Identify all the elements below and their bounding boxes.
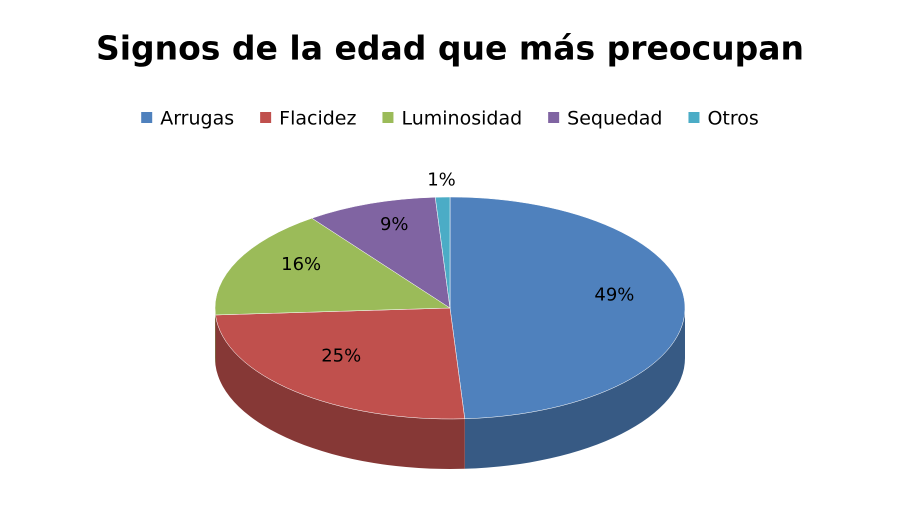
legend-label: Luminosidad [401, 108, 522, 130]
legend: Arrugas Flacidez Luminosidad Sequedad Otros [141, 108, 759, 130]
slice-side [215, 314, 465, 469]
value-label: 25% [321, 345, 361, 366]
slice [215, 307, 466, 420]
legend-swatch [141, 112, 153, 123]
legend-label: Otros [707, 108, 758, 130]
legend-item: Luminosidad [382, 108, 522, 130]
legend-item: Sequedad [548, 108, 662, 130]
slice [311, 196, 451, 309]
legend-item: Flacidez [260, 108, 356, 130]
legend-label: Flacidez [279, 108, 356, 130]
slice [214, 217, 451, 316]
legend-swatch [382, 112, 394, 123]
pie-tops [214, 196, 686, 420]
slice [434, 196, 451, 309]
value-label: 16% [281, 254, 321, 275]
value-label: 49% [594, 285, 634, 306]
legend-label: Sequedad [567, 108, 662, 130]
slice [449, 196, 686, 420]
legend-swatch [688, 112, 700, 123]
chart-title: Signos de la edad que más preocupan [96, 29, 804, 68]
legend-label: Arrugas [160, 108, 234, 130]
legend-swatch [260, 112, 272, 123]
value-label: 1% [427, 169, 456, 190]
legend-item: Arrugas [141, 108, 234, 130]
legend-swatch [548, 112, 560, 123]
slice-side [464, 308, 685, 469]
value-labels: 49% 25% 16% 9% 1% [281, 169, 634, 366]
pie-sides [215, 308, 685, 469]
value-label: 9% [380, 214, 409, 235]
legend-item: Otros [688, 108, 759, 130]
